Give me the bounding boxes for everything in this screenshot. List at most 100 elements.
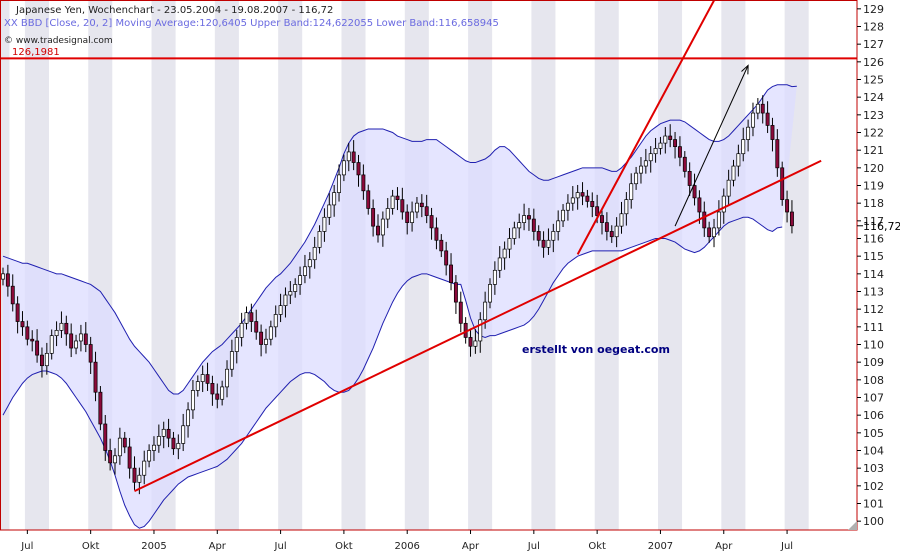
candle <box>600 207 604 235</box>
candle-body <box>210 383 215 395</box>
candle-body <box>190 390 195 411</box>
candle <box>609 225 614 243</box>
candle <box>161 421 166 449</box>
candle <box>473 329 478 354</box>
bollinger-bands <box>2 84 797 529</box>
candle-body <box>468 337 473 347</box>
candle-body <box>634 172 639 185</box>
candle-body <box>254 321 259 333</box>
x-tick-label: Jul <box>527 541 540 552</box>
candle-body <box>264 338 268 345</box>
y-tick-label: 106 <box>863 409 884 422</box>
candle-body <box>736 153 741 167</box>
candle-body <box>298 275 303 285</box>
author-annotation: erstellt von oegeat.com <box>522 343 670 356</box>
candle-body <box>595 206 600 216</box>
candle <box>546 228 551 255</box>
candle-body <box>15 303 20 322</box>
candle <box>624 192 629 226</box>
y-tick-label: 110 <box>863 339 884 352</box>
candle <box>1 267 5 286</box>
x-tick-label: 2007 <box>648 541 673 552</box>
y-tick-label: 112 <box>863 303 884 316</box>
candle-body <box>434 227 439 241</box>
candle <box>751 102 755 137</box>
x-tick-label: 2005 <box>141 541 166 552</box>
candle-body <box>400 199 405 213</box>
candle <box>702 201 707 237</box>
candle <box>575 184 580 210</box>
candle <box>634 166 639 190</box>
candle-body <box>302 266 307 276</box>
candle-body <box>225 368 229 388</box>
candle-body <box>341 160 346 176</box>
candle-body <box>366 190 371 209</box>
y-tick-label: 129 <box>863 3 884 16</box>
candle-body <box>103 423 108 451</box>
candle <box>273 305 278 338</box>
chart-title: Japanese Yen, Wochenchart - 23.05.2004 -… <box>15 5 333 16</box>
candle-body <box>268 326 273 340</box>
candle-body <box>507 238 512 250</box>
candle <box>93 351 98 402</box>
resize-grip-icon[interactable] <box>848 521 857 530</box>
candle <box>376 214 380 243</box>
x-tick-label: Apr <box>462 541 480 552</box>
month-stripe <box>784 0 809 530</box>
candle <box>468 328 473 357</box>
candle <box>127 437 132 479</box>
candle-body <box>629 183 634 200</box>
candle <box>439 234 444 258</box>
candle-body <box>746 126 751 140</box>
candle-body <box>93 361 98 393</box>
current-price-label: 116,72 <box>863 220 900 233</box>
candle <box>190 380 195 419</box>
candle <box>687 162 692 196</box>
source-credit: © www.tradesignal.com <box>4 36 113 46</box>
candle <box>249 303 254 332</box>
candle <box>113 448 117 475</box>
y-tick-label: 109 <box>863 356 884 369</box>
candle <box>268 320 273 346</box>
candle-body <box>152 444 156 451</box>
candle <box>49 329 54 360</box>
y-tick-label: 103 <box>863 462 884 475</box>
candle <box>361 164 366 200</box>
candle-body <box>195 381 200 391</box>
candle-body <box>307 259 312 268</box>
candle-body <box>780 167 785 200</box>
candle-body <box>785 199 790 213</box>
candle <box>458 291 463 333</box>
candle-body <box>132 467 137 483</box>
candle <box>44 342 49 375</box>
candle-body <box>517 222 522 229</box>
candle <box>712 218 716 248</box>
y-tick-label: 119 <box>863 180 884 193</box>
candle-body <box>775 139 780 169</box>
candle-body <box>716 211 721 229</box>
candle-body <box>259 331 264 345</box>
candle <box>371 199 376 237</box>
candle-body <box>78 333 83 342</box>
y-tick-label: 115 <box>863 250 884 263</box>
candle <box>565 194 570 221</box>
candle <box>775 129 780 177</box>
x-tick-label: Jul <box>780 541 793 552</box>
candle-body <box>419 202 424 208</box>
candle-body <box>536 231 541 241</box>
candle <box>614 217 619 248</box>
candle-body <box>643 160 648 167</box>
y-tick-label: 105 <box>863 427 884 440</box>
y-tick-label: 120 <box>863 162 884 175</box>
candle <box>453 275 458 314</box>
candle <box>288 281 293 305</box>
candle <box>429 207 434 240</box>
x-tick-label: 2006 <box>394 541 419 552</box>
candle-body <box>293 284 298 292</box>
candle <box>502 241 507 270</box>
candle <box>152 436 156 461</box>
candle-body <box>624 199 629 215</box>
candle <box>283 287 288 318</box>
candle-body <box>147 450 152 462</box>
